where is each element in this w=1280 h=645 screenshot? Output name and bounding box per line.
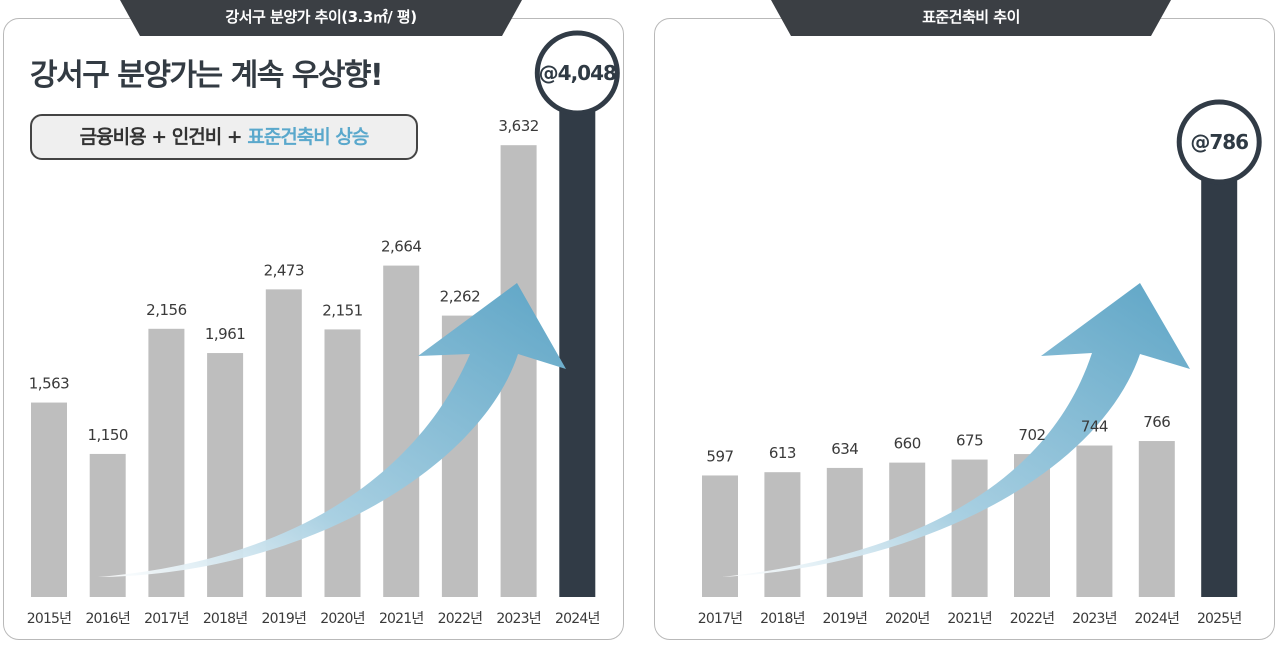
right-chart-title-tab: 표준건축비 추이	[771, 0, 1171, 36]
left-bar-0	[31, 402, 67, 597]
right-value-label-4: 675	[956, 432, 983, 450]
left-x-tick-label-5: 2020년	[320, 611, 365, 627]
left-bar-9	[559, 79, 596, 597]
right-x-tick-label-8: 2025년	[1197, 611, 1242, 627]
right-value-label-5: 702	[1018, 426, 1045, 444]
right-value-label-7: 766	[1143, 413, 1170, 431]
right-x-tick-label-3: 2020년	[885, 611, 930, 627]
right-value-label-3: 660	[894, 435, 921, 453]
right-labels: 2017년 597 2018년 613 2019년 634 2020년 660 2021년 675…	[698, 99, 1262, 627]
left-x-tick-label-8: 2023년	[496, 611, 541, 627]
left-value-label-7: 2,262	[440, 288, 480, 306]
left-trend-arrow	[98, 283, 566, 577]
right-highlight-circle	[1176, 99, 1262, 185]
right-bar-7	[1138, 441, 1175, 597]
left-x-tick-label-0: 2015년	[27, 611, 72, 627]
right-x-tick-label-2: 2019년	[823, 611, 868, 627]
left-x-tick-label-3: 2018년	[203, 611, 248, 627]
left-x-tick-label-9: 2024년	[555, 611, 600, 627]
left-value-label-6: 2,664	[381, 238, 421, 256]
cost-factors-text: 금융비용 + 인건비 +	[79, 126, 248, 148]
right-value-label-6: 744	[1081, 418, 1108, 436]
right-trend-arrow	[722, 283, 1190, 577]
right-x-tick-label-0: 2017년	[698, 611, 743, 627]
left-bar-1	[89, 453, 126, 597]
right-bar-0	[702, 475, 738, 597]
left-value-label-0: 1,563	[29, 375, 69, 393]
left-labels: 2015년 1,563 2016년 1,150 2017년 2,156 2018년 1,961…	[27, 30, 620, 627]
right-highlight-value-label: @786	[1190, 130, 1248, 154]
left-bar-6	[383, 265, 420, 597]
right-bar-8	[1201, 148, 1238, 597]
left-value-label-5: 2,151	[322, 301, 362, 319]
left-x-tick-label-4: 2019년	[262, 611, 307, 627]
left-value-label-8: 3,632	[498, 117, 538, 135]
right-chart-title: 표준건축비 추이	[922, 8, 1020, 26]
right-value-label-0: 597	[706, 447, 733, 465]
right-x-tick-label-6: 2023년	[1072, 611, 1117, 627]
cost-factors-highlight: 표준건축비 상승	[247, 126, 369, 148]
right-bar-1	[764, 472, 801, 597]
left-x-tick-label-1: 2016년	[85, 611, 130, 627]
left-chart-title-tab: 강서구 분양가 추이(3.3㎡/ 평)	[120, 0, 522, 36]
left-bar-2	[148, 328, 185, 597]
left-value-label-2: 2,156	[146, 301, 186, 319]
left-highlight-value-label: @4,048	[539, 61, 616, 85]
left-value-label-4: 2,473	[264, 261, 304, 279]
left-x-tick-label-2: 2017년	[144, 611, 189, 627]
left-headline: 강서구 분양가는 계속 우상향!	[30, 58, 384, 93]
right-x-tick-label-5: 2022년	[1010, 611, 1055, 627]
right-bars	[702, 148, 1238, 597]
cost-factors-pill: 금융비용 + 인건비 + 표준건축비 상승	[30, 114, 418, 160]
right-x-tick-label-4: 2021년	[947, 611, 992, 627]
left-value-label-1: 1,150	[87, 426, 127, 444]
left-chart-title: 강서구 분양가 추이(3.3㎡/ 평)	[225, 8, 417, 26]
left-bar-5	[324, 329, 361, 597]
left-bars	[31, 79, 596, 597]
right-x-tick-label-1: 2018년	[760, 611, 805, 627]
right-x-tick-label-7: 2024년	[1135, 611, 1180, 627]
right-value-label-1: 613	[769, 444, 796, 462]
right-bar-2	[826, 467, 863, 597]
left-x-tick-label-7: 2022년	[438, 611, 483, 627]
left-highlight-circle	[534, 30, 620, 116]
right-bar-4	[951, 459, 988, 597]
right-bar-6	[1076, 445, 1113, 597]
left-value-label-3: 1,961	[205, 325, 245, 343]
left-x-tick-label-6: 2021년	[379, 611, 424, 627]
right-value-label-2: 634	[831, 440, 858, 458]
left-bar-4	[265, 289, 302, 597]
